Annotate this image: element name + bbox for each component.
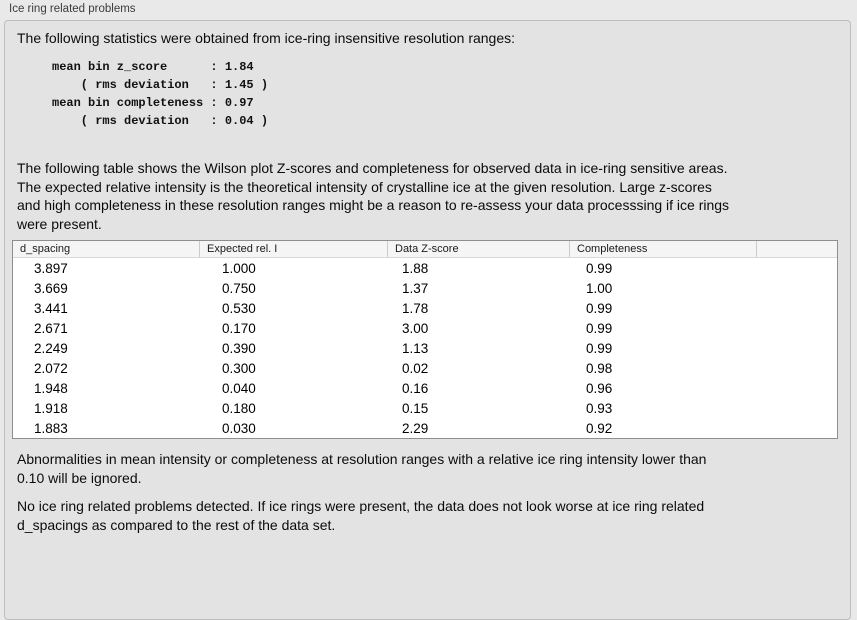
cell-expected-rel-i: 0.030 — [222, 420, 256, 436]
cell-d-spacing: 3.669 — [34, 280, 68, 296]
cell-data-z-score: 1.88 — [402, 260, 429, 276]
ice-ring-panel: { "group": { "title": "Ice ring related … — [4, 3, 851, 620]
header-completeness[interactable]: Completeness — [570, 241, 757, 257]
table-row[interactable]: 2.671 0.170 3.00 0.99 — [13, 318, 837, 338]
conclusion-text: No ice ring related problems detected. I… — [17, 498, 705, 533]
cell-data-z-score: 0.02 — [402, 360, 429, 376]
table-header-row: d_spacing Expected rel. I Data Z-score C… — [13, 241, 837, 258]
table-row[interactable]: 3.669 0.750 1.37 1.00 — [13, 278, 837, 298]
stats-block: mean bin z_score : 1.84 ( rms deviation … — [52, 60, 269, 128]
table-row[interactable]: 1.883 0.030 2.29 0.92 — [13, 418, 837, 438]
cell-completeness: 0.99 — [586, 260, 613, 276]
cell-d-spacing: 3.441 — [34, 300, 68, 316]
cell-data-z-score: 2.29 — [402, 420, 429, 436]
header-d-spacing[interactable]: d_spacing — [13, 241, 200, 257]
cell-completeness: 1.00 — [586, 280, 613, 296]
cell-data-z-score: 3.00 — [402, 320, 429, 336]
cell-data-z-score: 1.13 — [402, 340, 429, 356]
table-row[interactable]: 3.441 0.530 1.78 0.99 — [13, 298, 837, 318]
cell-d-spacing: 3.897 — [34, 260, 68, 276]
cell-data-z-score: 1.78 — [402, 300, 429, 316]
cell-completeness: 0.96 — [586, 380, 613, 396]
cell-expected-rel-i: 0.170 — [222, 320, 256, 336]
cell-completeness: 0.99 — [586, 300, 613, 316]
cell-completeness: 0.99 — [586, 320, 613, 336]
cell-completeness: 0.98 — [586, 360, 613, 376]
cell-d-spacing: 1.918 — [34, 400, 68, 416]
description-text: The following table shows the Wilson plo… — [17, 160, 730, 232]
cell-expected-rel-i: 0.180 — [222, 400, 256, 416]
table-row[interactable]: 2.072 0.300 0.02 0.98 — [13, 358, 837, 378]
header-empty[interactable] — [757, 241, 837, 257]
table-row[interactable]: 1.948 0.040 0.16 0.96 — [13, 378, 837, 398]
ignore-note-text: Abnormalities in mean intensity or compl… — [17, 451, 707, 486]
table-row[interactable]: 2.249 0.390 1.13 0.99 — [13, 338, 837, 358]
cell-completeness: 0.93 — [586, 400, 613, 416]
cell-expected-rel-i: 1.000 — [222, 260, 256, 276]
cell-d-spacing: 1.883 — [34, 420, 68, 436]
cell-expected-rel-i: 0.300 — [222, 360, 256, 376]
cell-completeness: 0.99 — [586, 340, 613, 356]
header-data-z-score[interactable]: Data Z-score — [388, 241, 570, 257]
cell-data-z-score: 0.15 — [402, 400, 429, 416]
cell-d-spacing: 2.249 — [34, 340, 68, 356]
cell-data-z-score: 0.16 — [402, 380, 429, 396]
cell-d-spacing: 2.072 — [34, 360, 68, 376]
ice-ring-table[interactable]: d_spacing Expected rel. I Data Z-score C… — [12, 240, 838, 439]
cell-expected-rel-i: 0.390 — [222, 340, 256, 356]
cell-completeness: 0.92 — [586, 420, 613, 436]
cell-d-spacing: 1.948 — [34, 380, 68, 396]
cell-expected-rel-i: 0.040 — [222, 380, 256, 396]
ice-ring-groupbox: The following statistics were obtained f… — [4, 20, 851, 620]
cell-d-spacing: 2.671 — [34, 320, 68, 336]
cell-expected-rel-i: 0.530 — [222, 300, 256, 316]
groupbox-title: Ice ring related problems — [9, 3, 136, 15]
table-row[interactable]: 1.918 0.180 0.15 0.93 — [13, 398, 837, 418]
cell-data-z-score: 1.37 — [402, 280, 429, 296]
header-expected-rel-i[interactable]: Expected rel. I — [200, 241, 388, 257]
cell-expected-rel-i: 0.750 — [222, 280, 256, 296]
table-row[interactable]: 3.897 1.000 1.88 0.99 — [13, 258, 837, 278]
intro-text: The following statistics were obtained f… — [17, 30, 516, 46]
table-body: 3.897 1.000 1.88 0.99 3.669 0.750 1.37 1… — [13, 258, 837, 438]
